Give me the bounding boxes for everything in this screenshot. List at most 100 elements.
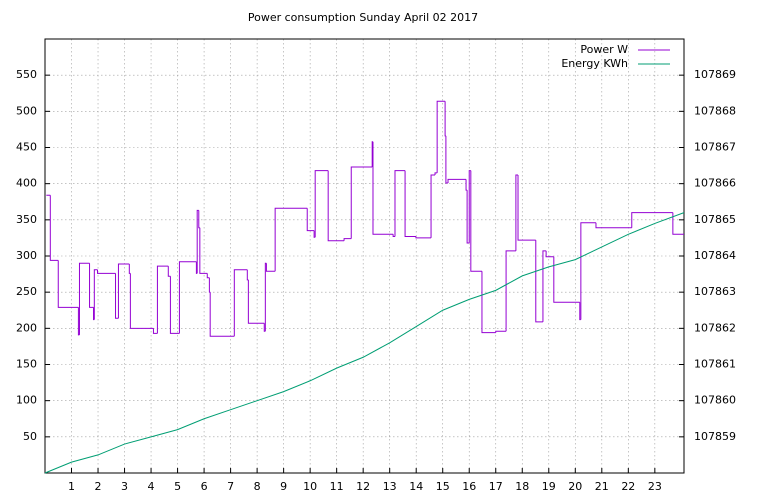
y2-tick-label: 107869	[694, 68, 736, 81]
power-step	[264, 262, 267, 332]
y-tick-label: 100	[16, 394, 37, 407]
x-tick-label: 6	[201, 480, 208, 493]
x-tick-label: 5	[174, 480, 181, 493]
power-step	[495, 330, 507, 333]
y-tick-label: 350	[16, 213, 37, 226]
y-tick-label: 150	[16, 358, 37, 371]
power-step	[156, 265, 169, 334]
x-tick-label: 3	[121, 480, 128, 493]
x-tick-label: 19	[542, 480, 556, 493]
power-step	[372, 141, 394, 235]
power-step	[517, 174, 536, 241]
power-step	[169, 276, 180, 334]
y2-tick-label: 107859	[694, 430, 736, 443]
x-tick-label: 20	[568, 480, 582, 493]
y2-tick-label: 107863	[694, 285, 736, 298]
legend-label: Energy KWh	[561, 57, 628, 70]
power-step	[535, 240, 543, 323]
power-step	[152, 328, 158, 334]
power-step	[672, 212, 684, 235]
power-step	[233, 269, 248, 337]
power-step	[515, 174, 519, 251]
y2-tick-label: 107862	[694, 321, 736, 334]
power-step	[466, 190, 470, 244]
y2-tick-label: 107866	[694, 177, 736, 190]
power-step	[314, 170, 329, 238]
power-step	[167, 266, 171, 277]
y2-tick-label: 107868	[694, 104, 736, 117]
energy-line	[44, 212, 685, 474]
power-step	[465, 179, 468, 191]
plot-frame	[44, 38, 685, 474]
y-tick-label: 200	[16, 321, 37, 334]
y2-tick-label: 107865	[694, 213, 736, 226]
power-step	[199, 227, 208, 274]
x-tick-label: 21	[595, 480, 609, 493]
power-step	[115, 273, 119, 319]
power-step	[430, 174, 436, 238]
x-tick-label: 12	[356, 480, 370, 493]
x-tick-label: 9	[280, 480, 287, 493]
y-tick-label: 400	[16, 177, 37, 190]
power-step	[595, 222, 632, 229]
power-step	[468, 170, 471, 243]
power-step	[117, 263, 130, 319]
y-tick-label: 550	[16, 68, 37, 81]
x-tick-label: 22	[621, 480, 635, 493]
legend-label: Power W	[580, 43, 628, 56]
power-step	[434, 172, 438, 175]
x-tick-label: 4	[148, 480, 155, 493]
power-step	[129, 273, 154, 329]
x-tick-label: 13	[383, 480, 397, 493]
power-step	[470, 170, 482, 272]
x-tick-label: 17	[489, 480, 503, 493]
power-step	[444, 101, 446, 137]
power-step	[274, 207, 308, 272]
power-step	[57, 260, 79, 308]
x-tick-label: 14	[409, 480, 423, 493]
power-step	[350, 166, 373, 239]
power-step	[265, 263, 276, 272]
y2-tick-label: 107867	[694, 141, 736, 154]
y2-tick-label: 107864	[694, 249, 736, 262]
power-step	[343, 238, 352, 241]
y-tick-label: 250	[16, 285, 37, 298]
y-tick-label: 500	[16, 104, 37, 117]
y-tick-label: 300	[16, 249, 37, 262]
power-step	[93, 269, 98, 320]
power-step	[553, 256, 580, 303]
power-step	[306, 208, 315, 232]
power-step	[542, 250, 547, 322]
power-step	[436, 100, 446, 173]
x-tick-label: 18	[515, 480, 529, 493]
power-step	[404, 170, 416, 237]
power-step	[178, 261, 197, 334]
x-tick-label: 11	[330, 480, 344, 493]
power-step	[505, 250, 516, 332]
y2-tick-label: 107860	[694, 394, 736, 407]
x-tick-label: 1	[68, 480, 75, 493]
power-step	[545, 250, 554, 258]
power-step	[263, 323, 266, 332]
power-step	[631, 212, 673, 228]
power-step	[128, 263, 131, 274]
power-step	[89, 263, 94, 308]
power-step	[209, 292, 235, 337]
chart-title: Power consumption Sunday April 02 2017	[248, 11, 478, 24]
power-step	[447, 178, 467, 183]
x-tick-label: 8	[254, 480, 261, 493]
x-tick-label: 7	[227, 480, 234, 493]
power-step	[445, 135, 449, 184]
power-step	[206, 273, 210, 279]
power-step	[481, 271, 496, 334]
power-step	[208, 277, 211, 293]
y-tick-label: 450	[16, 141, 37, 154]
power-step	[196, 209, 199, 274]
power-step	[49, 195, 59, 261]
x-tick-label: 15	[436, 480, 450, 493]
power-step	[247, 279, 265, 324]
power-step	[415, 236, 432, 239]
y-tick-label: 50	[23, 430, 37, 443]
power-step	[394, 170, 406, 237]
